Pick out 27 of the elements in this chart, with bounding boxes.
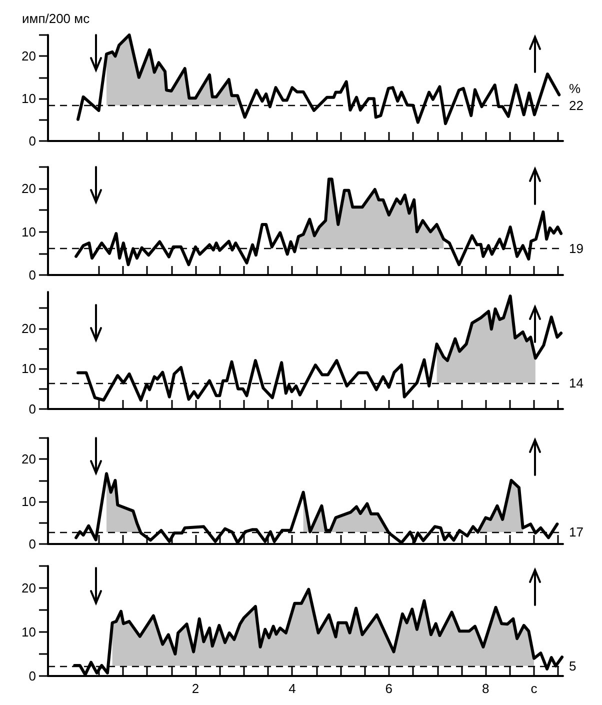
text: % xyxy=(569,80,581,96)
y-tick-label: 0 xyxy=(28,268,36,282)
y-tick-label: 0 xyxy=(28,134,36,148)
x-tick-label: 6 xyxy=(385,681,393,696)
x-tick-label: с xyxy=(530,681,538,696)
y-tick-label: 10 xyxy=(22,494,36,510)
y-tick-label: 10 xyxy=(22,361,36,376)
y-tick-label: 0 xyxy=(28,536,36,552)
y-axis-title: имп/200 мс xyxy=(22,11,90,26)
x-tick-label: 4 xyxy=(288,681,296,696)
y-tick-label: 10 xyxy=(22,224,36,240)
text: 19 xyxy=(569,241,584,256)
y-tick-label: 20 xyxy=(22,452,36,467)
y-tick-label: 20 xyxy=(22,181,36,196)
y-tick-label: 20 xyxy=(22,320,36,336)
x-tick-label: 2 xyxy=(192,681,200,696)
y-tick-label: 0 xyxy=(28,402,36,416)
text: 14 xyxy=(569,375,584,390)
text: 22 xyxy=(569,98,584,113)
y-tick-label: 0 xyxy=(28,668,36,684)
text: 5 xyxy=(569,658,576,674)
y-tick-label: 10 xyxy=(22,624,36,640)
y-tick-label: 20 xyxy=(22,580,36,596)
y-tick-label: 10 xyxy=(22,91,36,106)
text: 17 xyxy=(569,524,584,540)
y-tick-label: 20 xyxy=(22,48,36,64)
x-tick-label: 8 xyxy=(482,681,490,696)
